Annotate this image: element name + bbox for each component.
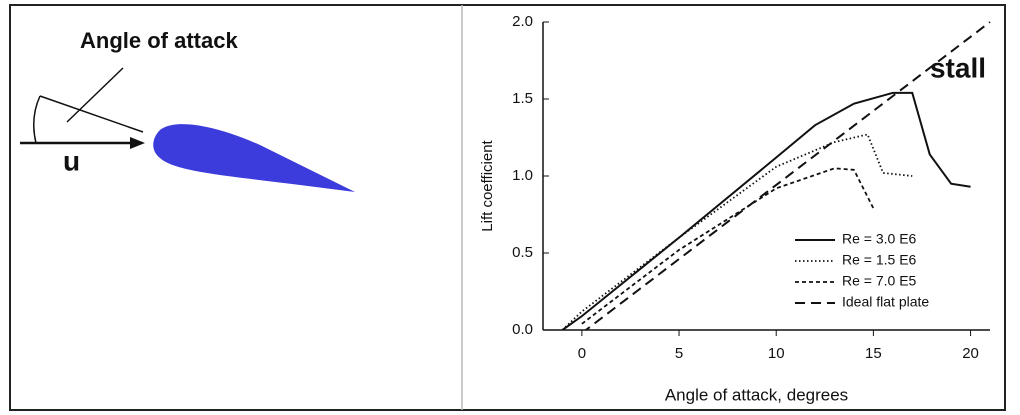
x-axis-label: Angle of attack, degrees: [665, 385, 848, 404]
x-tick-label: 5: [675, 345, 683, 362]
velocity-label: u: [63, 145, 80, 176]
legend-label: Re = 7.0 E5: [842, 273, 917, 289]
arrow-head: [130, 137, 145, 149]
y-tick-label: 1.0: [512, 167, 533, 184]
y-axis-label: Lift coefficient: [479, 139, 496, 231]
airfoil: [153, 124, 355, 192]
y-tick-label: 0.0: [512, 321, 533, 338]
annotation: stall: [930, 52, 986, 83]
legend-label: Re = 3.0 E6: [842, 231, 917, 247]
y-tick-label: 2.0: [512, 13, 533, 30]
series-line: [561, 133, 913, 330]
chord-line: [39, 95, 144, 133]
x-tick-label: 10: [768, 345, 785, 362]
angle-arc: [33, 95, 41, 144]
series-line: [561, 91, 971, 330]
diagram-label: Angle of attack: [80, 28, 238, 53]
series-line: [584, 21, 991, 330]
y-tick-label: 1.5: [512, 90, 533, 107]
x-tick-label: 20: [962, 345, 979, 362]
series-line: [581, 167, 875, 325]
y-tick-label: 0.5: [512, 244, 533, 261]
legend-label: Ideal flat plate: [842, 294, 929, 310]
x-tick-label: 0: [578, 345, 586, 362]
legend-label: Re = 1.5 E6: [842, 252, 917, 268]
x-tick-label: 15: [865, 345, 882, 362]
label-leader: [66, 67, 124, 123]
frame: [9, 4, 1006, 411]
